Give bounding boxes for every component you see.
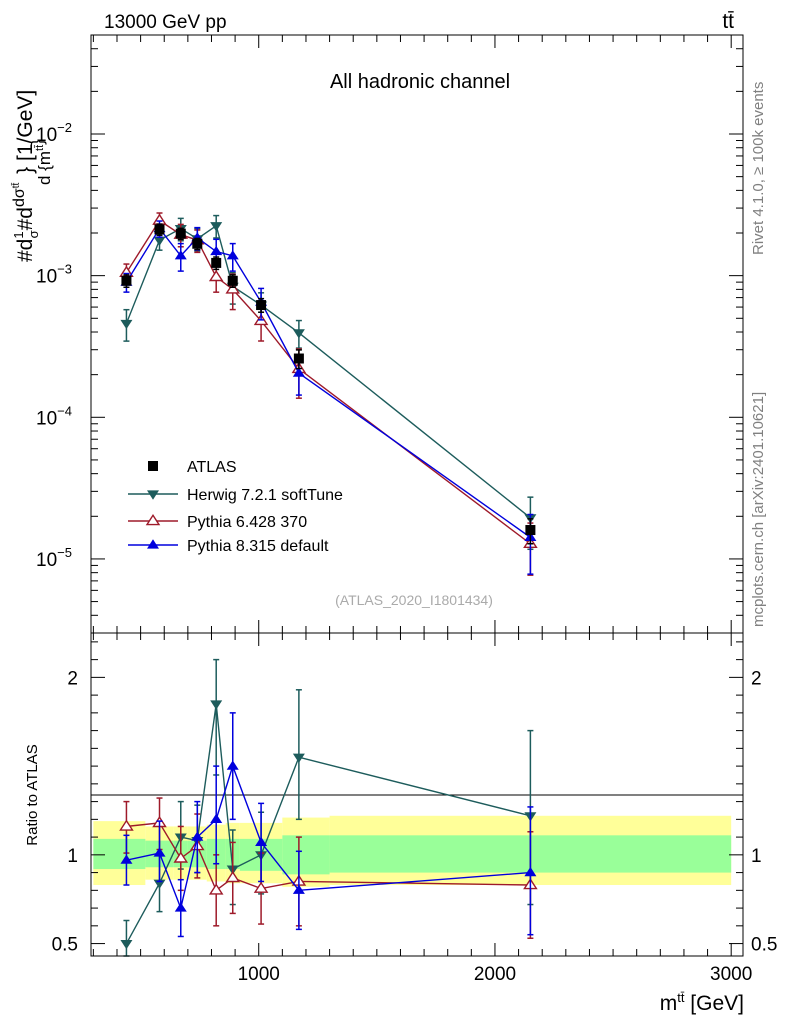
legend-entry-pythia-8-315-default: Pythia 8.315 default: [128, 538, 329, 555]
legend-label: Pythia 8.315 default: [187, 538, 329, 555]
x-tick-label: 3000: [710, 964, 752, 985]
series-pythia-8-315-default: [120, 220, 537, 575]
data-point-herwig-7-2-1-softtune: [292, 329, 305, 339]
svg-text:#d1σ#ddσtt̄ } [1/GeV]: #d1σ#ddσtt̄ } [1/GeV]: [10, 90, 41, 262]
x-tick-label: 1000: [238, 964, 280, 985]
band-green: [93, 838, 146, 870]
data-point-pythia-8-315-default: [210, 245, 223, 256]
ratio-point-pythia-6-428-370: [253, 881, 269, 893]
y-tick-label-main: 10−2: [36, 120, 72, 146]
y-tick-label-main: 10−3: [36, 262, 72, 288]
data-point-atlas: [192, 238, 203, 249]
data-point-pythia-8-315-default: [226, 250, 239, 260]
data-point-pythia-8-315-default: [174, 250, 187, 260]
main-panel: 10−5 10−4 10−3 10−2 All hadronic channel (A…: [10, 34, 744, 634]
ratio-point-pythia-8-315-default: [255, 836, 268, 847]
data-point-atlas: [175, 228, 186, 239]
main-axes: 10−5 10−4 10−3 10−2: [36, 34, 743, 634]
data-point-atlas: [121, 275, 132, 286]
series-atlas: [121, 223, 536, 545]
data-point-herwig-7-2-1-softtune: [210, 222, 223, 232]
main-plot-content: [119, 212, 538, 576]
x-axis-label: mtt̄ [GeV]: [660, 990, 744, 1015]
legend-entry-pythia-6-428-370: Pythia 6.428 370: [128, 514, 307, 531]
y-tick-label-ratio-left: 1: [67, 846, 78, 867]
ratio-point-herwig-7-2-1-softtune: [120, 939, 133, 950]
ratio-point-pythia-8-315-default: [174, 902, 187, 912]
ratio-point-pythia-8-315-default: [226, 760, 239, 770]
y-tick-label-ratio-left: 0.5: [52, 935, 78, 956]
ratio-point-pythia-8-315-default: [524, 866, 537, 877]
ratio-plot-content: [119, 658, 538, 957]
data-point-herwig-7-2-1-softtune: [153, 236, 166, 246]
energy-label: 13000 GeV pp: [104, 12, 227, 33]
ratio-axes: 1000 2000 3000 0.5 0.5 1 1 2 2: [52, 633, 777, 985]
legend-marker: [147, 490, 159, 500]
ratio-point-pythia-6-428-370: [173, 851, 189, 863]
data-point-atlas: [211, 257, 222, 268]
ratio-point-pythia-6-428-370: [208, 883, 224, 895]
band-green: [282, 835, 330, 875]
analysis-tag: (ATLAS_2020_I1801434): [335, 592, 493, 608]
ratio-uncertainty-bands: [93, 815, 732, 887]
data-point-pythia-6-428-370: [225, 282, 241, 294]
data-point-pythia-8-315-default: [292, 367, 305, 377]
y-axis-label: #d1σ#ddσtt̄ } [1/GeV] d {mtt̄}: [10, 90, 54, 262]
y-tick-label-ratio-left: 2: [67, 668, 78, 689]
legend-marker: [147, 539, 159, 549]
ratio-series-pythia-8-315-default: [120, 712, 537, 938]
ratio-point-pythia-8-315-default: [153, 847, 166, 857]
legend-label: ATLAS: [187, 459, 237, 476]
rivet-label: Rivet 4.1.0, ≥ 100k events: [750, 82, 767, 255]
y-tick-label-main: 10−4: [36, 403, 72, 429]
ratio-point-pythia-8-315-default: [292, 884, 305, 894]
x-tick-label: 2000: [474, 964, 516, 985]
legend-marker: [145, 514, 161, 526]
y-tick-label-main: 10−5: [36, 545, 72, 571]
data-point-atlas: [154, 224, 165, 235]
legend-label: Herwig 7.2.1 softTune: [187, 487, 343, 504]
legend: ATLAS Herwig 7.2.1 softTune Pythia 6.428 3…: [128, 459, 343, 555]
chart-title: All hadronic channel: [330, 71, 510, 93]
legend-marker: [148, 461, 158, 471]
ratio-point-pythia-8-315-default: [191, 831, 204, 841]
ratio-point-pythia-8-315-default: [120, 854, 133, 864]
ratio-point-herwig-7-2-1-softtune: [210, 700, 223, 710]
ratio-point-pythia-6-428-370: [119, 819, 134, 831]
data-point-atlas: [525, 525, 536, 536]
ratio-point-pythia-8-315-default: [210, 813, 223, 823]
data-point-atlas: [256, 300, 267, 311]
y-tick-label-ratio-right: 2: [751, 668, 762, 689]
process-label: tt̄: [722, 10, 734, 33]
ratio-frame: [90, 632, 744, 957]
data-point-pythia-6-428-370: [208, 269, 224, 282]
y-tick-label-ratio-right: 1: [751, 846, 762, 867]
y-tick-label-ratio-right: 0.5: [751, 935, 777, 956]
legend-entry-herwig-7-2-1-softtune: Herwig 7.2.1 softTune: [128, 487, 343, 504]
data-point-atlas: [227, 275, 238, 286]
data-point-herwig-7-2-1-softtune: [120, 319, 133, 330]
ratio-point-herwig-7-2-1-softtune: [292, 753, 305, 763]
ratio-point-pythia-6-428-370: [225, 870, 241, 883]
legend-entry-atlas: ATLAS: [148, 459, 237, 476]
ratio-panel: 1000 2000 3000 0.5 0.5 1 1 2 2 Ratio to ATLAS mt…: [24, 632, 777, 1015]
data-point-atlas: [293, 353, 304, 364]
source-label: mcplots.cern.ch [arXiv:2401.10621]: [750, 392, 767, 627]
ratio-y-label: Ratio to ATLAS: [24, 744, 41, 845]
legend-label: Pythia 6.428 370: [187, 514, 307, 531]
